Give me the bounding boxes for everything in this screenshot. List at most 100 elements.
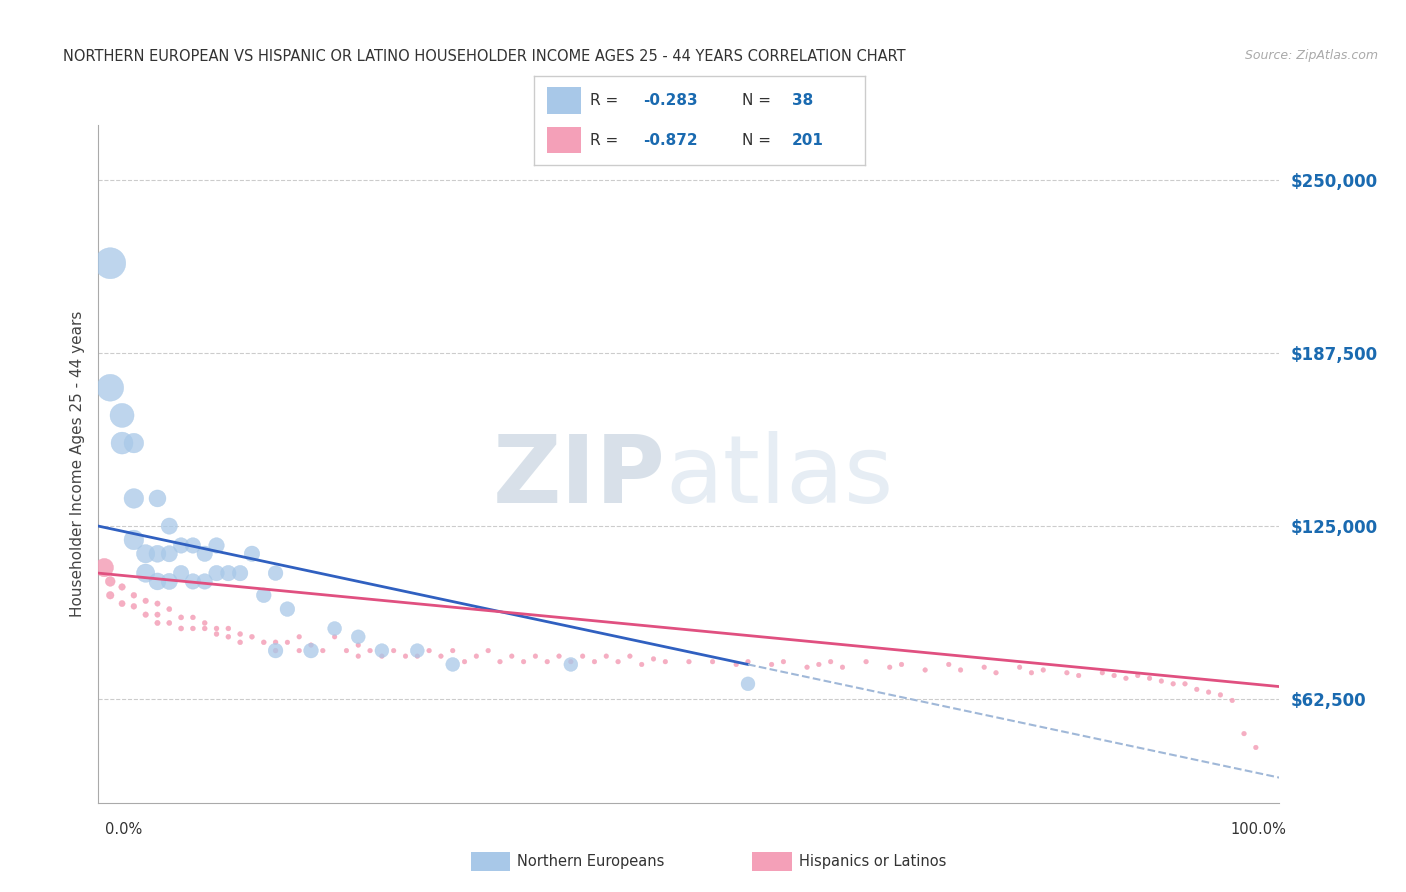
- Point: [595, 649, 617, 664]
- Point: [205, 539, 228, 553]
- Point: [725, 657, 748, 672]
- Point: [146, 491, 169, 506]
- Point: [194, 615, 217, 630]
- Point: [560, 655, 582, 669]
- Point: [1008, 660, 1031, 674]
- Point: [890, 657, 912, 672]
- Point: [1161, 677, 1184, 691]
- Point: [264, 643, 287, 657]
- Y-axis label: Householder Income Ages 25 - 44 years: Householder Income Ages 25 - 44 years: [69, 310, 84, 617]
- Point: [548, 649, 571, 664]
- Point: [146, 615, 169, 630]
- Point: [98, 574, 121, 589]
- Point: [157, 602, 180, 616]
- Point: [347, 649, 370, 664]
- Text: atlas: atlas: [665, 432, 894, 524]
- Point: [1198, 685, 1220, 699]
- Point: [146, 597, 169, 611]
- Point: [501, 649, 523, 664]
- Point: [146, 607, 169, 622]
- Text: Hispanics or Latinos: Hispanics or Latinos: [799, 855, 946, 869]
- Point: [938, 657, 960, 672]
- Bar: [547, 127, 581, 153]
- Point: [1139, 671, 1161, 685]
- Point: [194, 574, 217, 589]
- Point: [1115, 671, 1137, 685]
- Point: [181, 574, 204, 589]
- Text: R =: R =: [591, 93, 624, 108]
- Text: NORTHERN EUROPEAN VS HISPANIC OR LATINO HOUSEHOLDER INCOME AGES 25 - 44 YEARS CO: NORTHERN EUROPEAN VS HISPANIC OR LATINO …: [63, 49, 905, 64]
- Text: -0.872: -0.872: [644, 133, 697, 147]
- Point: [264, 635, 287, 649]
- Point: [217, 630, 239, 644]
- Point: [240, 547, 263, 561]
- Text: ZIP: ZIP: [492, 432, 665, 524]
- Point: [170, 566, 193, 581]
- Point: [135, 547, 157, 561]
- Point: [879, 660, 901, 674]
- Point: [240, 630, 263, 644]
- Point: [441, 643, 464, 657]
- Point: [382, 643, 405, 657]
- Point: [737, 677, 759, 691]
- Text: N =: N =: [742, 133, 782, 147]
- Point: [181, 610, 204, 624]
- Point: [1150, 674, 1173, 689]
- Point: [430, 649, 453, 664]
- Point: [194, 547, 217, 561]
- Point: [135, 607, 157, 622]
- Point: [111, 436, 134, 450]
- Point: [1209, 688, 1232, 702]
- Point: [536, 655, 558, 669]
- Point: [98, 381, 121, 395]
- Point: [1091, 665, 1114, 680]
- Point: [122, 588, 145, 602]
- Text: 201: 201: [792, 133, 824, 147]
- Point: [1233, 726, 1256, 740]
- Point: [761, 657, 783, 672]
- Point: [264, 643, 287, 657]
- Point: [949, 663, 972, 677]
- Point: [371, 643, 394, 657]
- Point: [1185, 682, 1208, 697]
- Point: [418, 643, 440, 657]
- Point: [347, 638, 370, 652]
- Point: [524, 649, 547, 664]
- Point: [512, 655, 534, 669]
- Text: N =: N =: [742, 93, 782, 108]
- Text: R =: R =: [591, 133, 624, 147]
- Point: [146, 574, 169, 589]
- Bar: [547, 87, 581, 114]
- Point: [299, 638, 322, 652]
- Point: [111, 580, 134, 594]
- Point: [98, 588, 121, 602]
- Point: [796, 660, 818, 674]
- Point: [1244, 740, 1267, 755]
- Point: [217, 566, 239, 581]
- Point: [135, 566, 157, 581]
- Point: [229, 627, 252, 641]
- Point: [441, 657, 464, 672]
- Point: [170, 539, 193, 553]
- Point: [335, 643, 357, 657]
- Point: [489, 655, 512, 669]
- Point: [276, 635, 298, 649]
- Point: [157, 615, 180, 630]
- Point: [1102, 668, 1125, 682]
- Point: [654, 655, 676, 669]
- Point: [571, 649, 593, 664]
- Point: [630, 657, 652, 672]
- Point: [323, 630, 346, 644]
- Point: [111, 597, 134, 611]
- Point: [737, 655, 759, 669]
- Point: [135, 594, 157, 608]
- Text: Northern Europeans: Northern Europeans: [517, 855, 665, 869]
- Point: [217, 622, 239, 636]
- Point: [122, 436, 145, 450]
- Point: [984, 665, 1007, 680]
- Point: [406, 643, 429, 657]
- Point: [111, 409, 134, 423]
- Point: [181, 622, 204, 636]
- Point: [477, 643, 499, 657]
- Point: [359, 643, 381, 657]
